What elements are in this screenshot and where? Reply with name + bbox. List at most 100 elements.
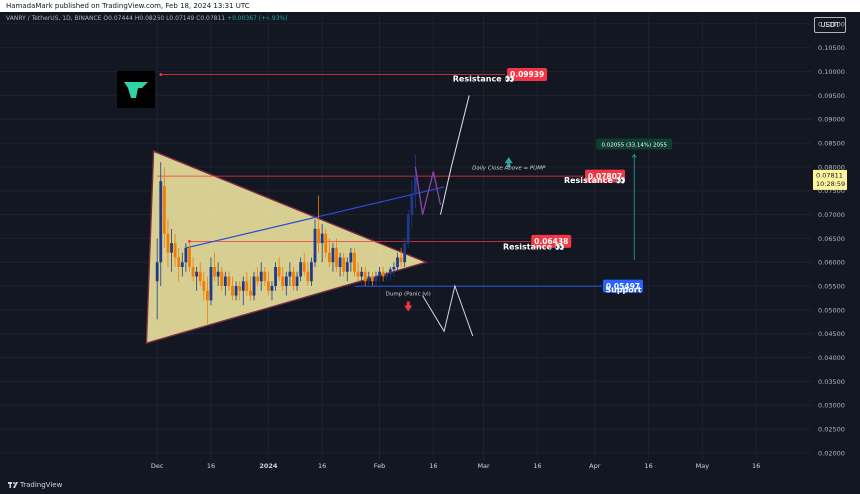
publisher-bar: HamadaMark published on TradingView.com,…	[0, 0, 860, 12]
y-tick-label: 0.10500	[818, 44, 845, 52]
candle	[234, 281, 238, 301]
candle	[385, 271, 389, 282]
price-label-text: 0.09939	[510, 70, 544, 79]
candle-body	[159, 181, 163, 263]
measure-arrowhead	[631, 153, 637, 158]
candle-body	[324, 233, 328, 253]
y-tick-label: 0.06500	[818, 235, 845, 243]
candle-body	[306, 271, 310, 282]
candle-body	[403, 243, 407, 263]
arrow-down-icon	[404, 301, 413, 312]
candle-body	[195, 271, 199, 277]
candle	[399, 247, 403, 267]
price-label-box	[507, 67, 548, 81]
candle	[320, 224, 324, 263]
x-tick-label: 16	[752, 462, 760, 470]
x-tick-label: Apr	[589, 462, 601, 470]
measure-label-box	[596, 138, 673, 150]
candle	[327, 238, 331, 267]
vanry-logo-icon	[117, 71, 155, 108]
candle-body	[198, 271, 202, 282]
price-change: +0.00367 (+4.93%)	[227, 15, 288, 22]
candle	[266, 271, 270, 296]
currency-button[interactable]: USDT	[814, 17, 846, 33]
candle	[349, 247, 353, 272]
price-label-text: 0.06438	[534, 237, 568, 246]
candle-body	[213, 266, 216, 277]
candle	[188, 243, 191, 272]
candle	[302, 252, 306, 277]
annotation-label: Support	[605, 286, 641, 295]
y-tick-label: 0.07500	[818, 187, 845, 195]
candle-body	[256, 276, 260, 282]
anchor-dot	[188, 239, 191, 243]
candle	[252, 271, 256, 301]
candle-body	[166, 233, 170, 253]
annotation-labels: 0.09939 0.07807 0.06438 0.05497 Resistance 👀…	[386, 67, 673, 298]
bar-countdown: 10:28:59	[816, 180, 845, 188]
candle	[374, 271, 378, 287]
candle-body	[313, 228, 317, 263]
candle-body	[209, 266, 213, 301]
bearish-projection	[422, 284, 474, 337]
candle	[363, 266, 367, 287]
candle-body	[177, 257, 181, 267]
published-line: HamadaMark published on TradingView.com,…	[6, 2, 250, 10]
candle-body	[259, 271, 263, 282]
candle	[403, 238, 407, 267]
candle	[238, 281, 242, 301]
time-axis[interactable]: Dec 16 2024 16 Feb 16 Mar 16 Apr 16 May 16	[151, 462, 760, 470]
candle-body	[331, 247, 335, 263]
candle	[370, 271, 374, 287]
price-label-box	[585, 169, 626, 183]
price-label: 0.05497	[602, 279, 643, 293]
x-tick-label: 16	[318, 462, 326, 470]
candle-body	[320, 233, 324, 244]
y-tick-label: 0.04000	[818, 354, 845, 362]
tradingview-brand: TradingView	[20, 481, 63, 489]
price-label-box	[531, 234, 572, 248]
y-tick-label: 0.05000	[818, 306, 845, 314]
candle	[360, 266, 364, 287]
candle	[270, 281, 274, 301]
y-tick-label: 0.03000	[818, 402, 845, 410]
candle-body	[216, 271, 220, 277]
x-tick-label: Mar	[477, 462, 490, 470]
candle	[177, 247, 181, 282]
candle	[263, 266, 267, 287]
annotation-label: Resistance 👀	[503, 242, 565, 251]
candle-body	[396, 257, 399, 267]
candle	[166, 219, 170, 267]
candle-body	[266, 281, 270, 291]
bullish-projection	[440, 95, 470, 215]
candle	[274, 262, 277, 291]
x-tick-label: Feb	[374, 462, 386, 470]
candle	[353, 247, 356, 277]
trendline	[185, 186, 445, 249]
candle-body	[202, 281, 206, 291]
candle-body	[381, 271, 385, 277]
candle-body	[367, 276, 371, 282]
last-price-value: 0.07811	[816, 171, 843, 179]
candle	[324, 228, 328, 258]
candle-body	[245, 281, 249, 291]
candle-body	[349, 252, 353, 263]
candle-body	[263, 271, 267, 282]
footer: TradingView	[0, 478, 860, 494]
logo-mark	[124, 82, 148, 98]
candle-body	[360, 271, 364, 277]
candle-body	[173, 243, 177, 258]
candle-body	[327, 252, 331, 263]
price-label: 0.07807	[585, 169, 626, 183]
candle-body	[406, 214, 410, 244]
candle-body	[220, 271, 224, 287]
annotation-label: Resistance 👀	[564, 176, 626, 185]
candle	[256, 266, 260, 287]
candle	[335, 238, 338, 272]
candle	[295, 271, 299, 291]
price-axis[interactable]: 0.11000 0.10500 0.10000 0.09500 0.09000 0.085…	[813, 20, 847, 457]
candle	[205, 276, 209, 325]
candle	[299, 257, 303, 282]
candle	[249, 276, 252, 301]
